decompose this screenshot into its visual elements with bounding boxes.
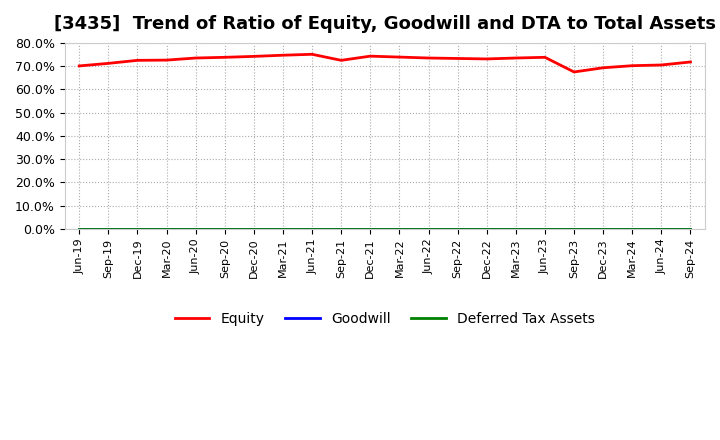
Equity (541, 55, 549, 60)
Deferred Tax Assets (454, 226, 462, 231)
Goodwill (104, 226, 113, 231)
Goodwill (75, 226, 84, 231)
Equity (482, 56, 491, 62)
Goodwill (220, 226, 229, 231)
Goodwill (628, 226, 636, 231)
Equity (104, 61, 113, 66)
Goodwill (337, 226, 346, 231)
Equity (570, 70, 578, 75)
Deferred Tax Assets (628, 226, 636, 231)
Deferred Tax Assets (337, 226, 346, 231)
Deferred Tax Assets (192, 226, 200, 231)
Equity (250, 54, 258, 59)
Goodwill (570, 226, 578, 231)
Deferred Tax Assets (657, 226, 666, 231)
Deferred Tax Assets (482, 226, 491, 231)
Equity (511, 55, 520, 61)
Goodwill (454, 226, 462, 231)
Equity (279, 52, 287, 58)
Deferred Tax Assets (366, 226, 374, 231)
Line: Equity: Equity (79, 54, 690, 72)
Goodwill (424, 226, 433, 231)
Goodwill (541, 226, 549, 231)
Goodwill (599, 226, 608, 231)
Deferred Tax Assets (133, 226, 142, 231)
Equity (424, 55, 433, 61)
Equity (628, 63, 636, 68)
Deferred Tax Assets (307, 226, 316, 231)
Deferred Tax Assets (162, 226, 171, 231)
Deferred Tax Assets (424, 226, 433, 231)
Deferred Tax Assets (250, 226, 258, 231)
Deferred Tax Assets (686, 226, 695, 231)
Goodwill (133, 226, 142, 231)
Equity (307, 51, 316, 57)
Deferred Tax Assets (75, 226, 84, 231)
Goodwill (307, 226, 316, 231)
Goodwill (482, 226, 491, 231)
Equity (337, 58, 346, 63)
Goodwill (162, 226, 171, 231)
Equity (657, 62, 666, 68)
Goodwill (250, 226, 258, 231)
Deferred Tax Assets (395, 226, 404, 231)
Deferred Tax Assets (279, 226, 287, 231)
Equity (599, 65, 608, 70)
Goodwill (192, 226, 200, 231)
Deferred Tax Assets (541, 226, 549, 231)
Deferred Tax Assets (220, 226, 229, 231)
Goodwill (395, 226, 404, 231)
Goodwill (511, 226, 520, 231)
Equity (192, 55, 200, 61)
Equity (686, 59, 695, 65)
Title: [3435]  Trend of Ratio of Equity, Goodwill and DTA to Total Assets: [3435] Trend of Ratio of Equity, Goodwil… (54, 15, 716, 33)
Deferred Tax Assets (511, 226, 520, 231)
Legend: Equity, Goodwill, Deferred Tax Assets: Equity, Goodwill, Deferred Tax Assets (169, 307, 600, 332)
Equity (75, 63, 84, 69)
Goodwill (279, 226, 287, 231)
Equity (454, 56, 462, 61)
Equity (133, 58, 142, 63)
Deferred Tax Assets (104, 226, 113, 231)
Equity (366, 54, 374, 59)
Equity (162, 58, 171, 63)
Goodwill (366, 226, 374, 231)
Equity (395, 55, 404, 60)
Deferred Tax Assets (599, 226, 608, 231)
Goodwill (657, 226, 666, 231)
Goodwill (686, 226, 695, 231)
Deferred Tax Assets (570, 226, 578, 231)
Equity (220, 55, 229, 60)
